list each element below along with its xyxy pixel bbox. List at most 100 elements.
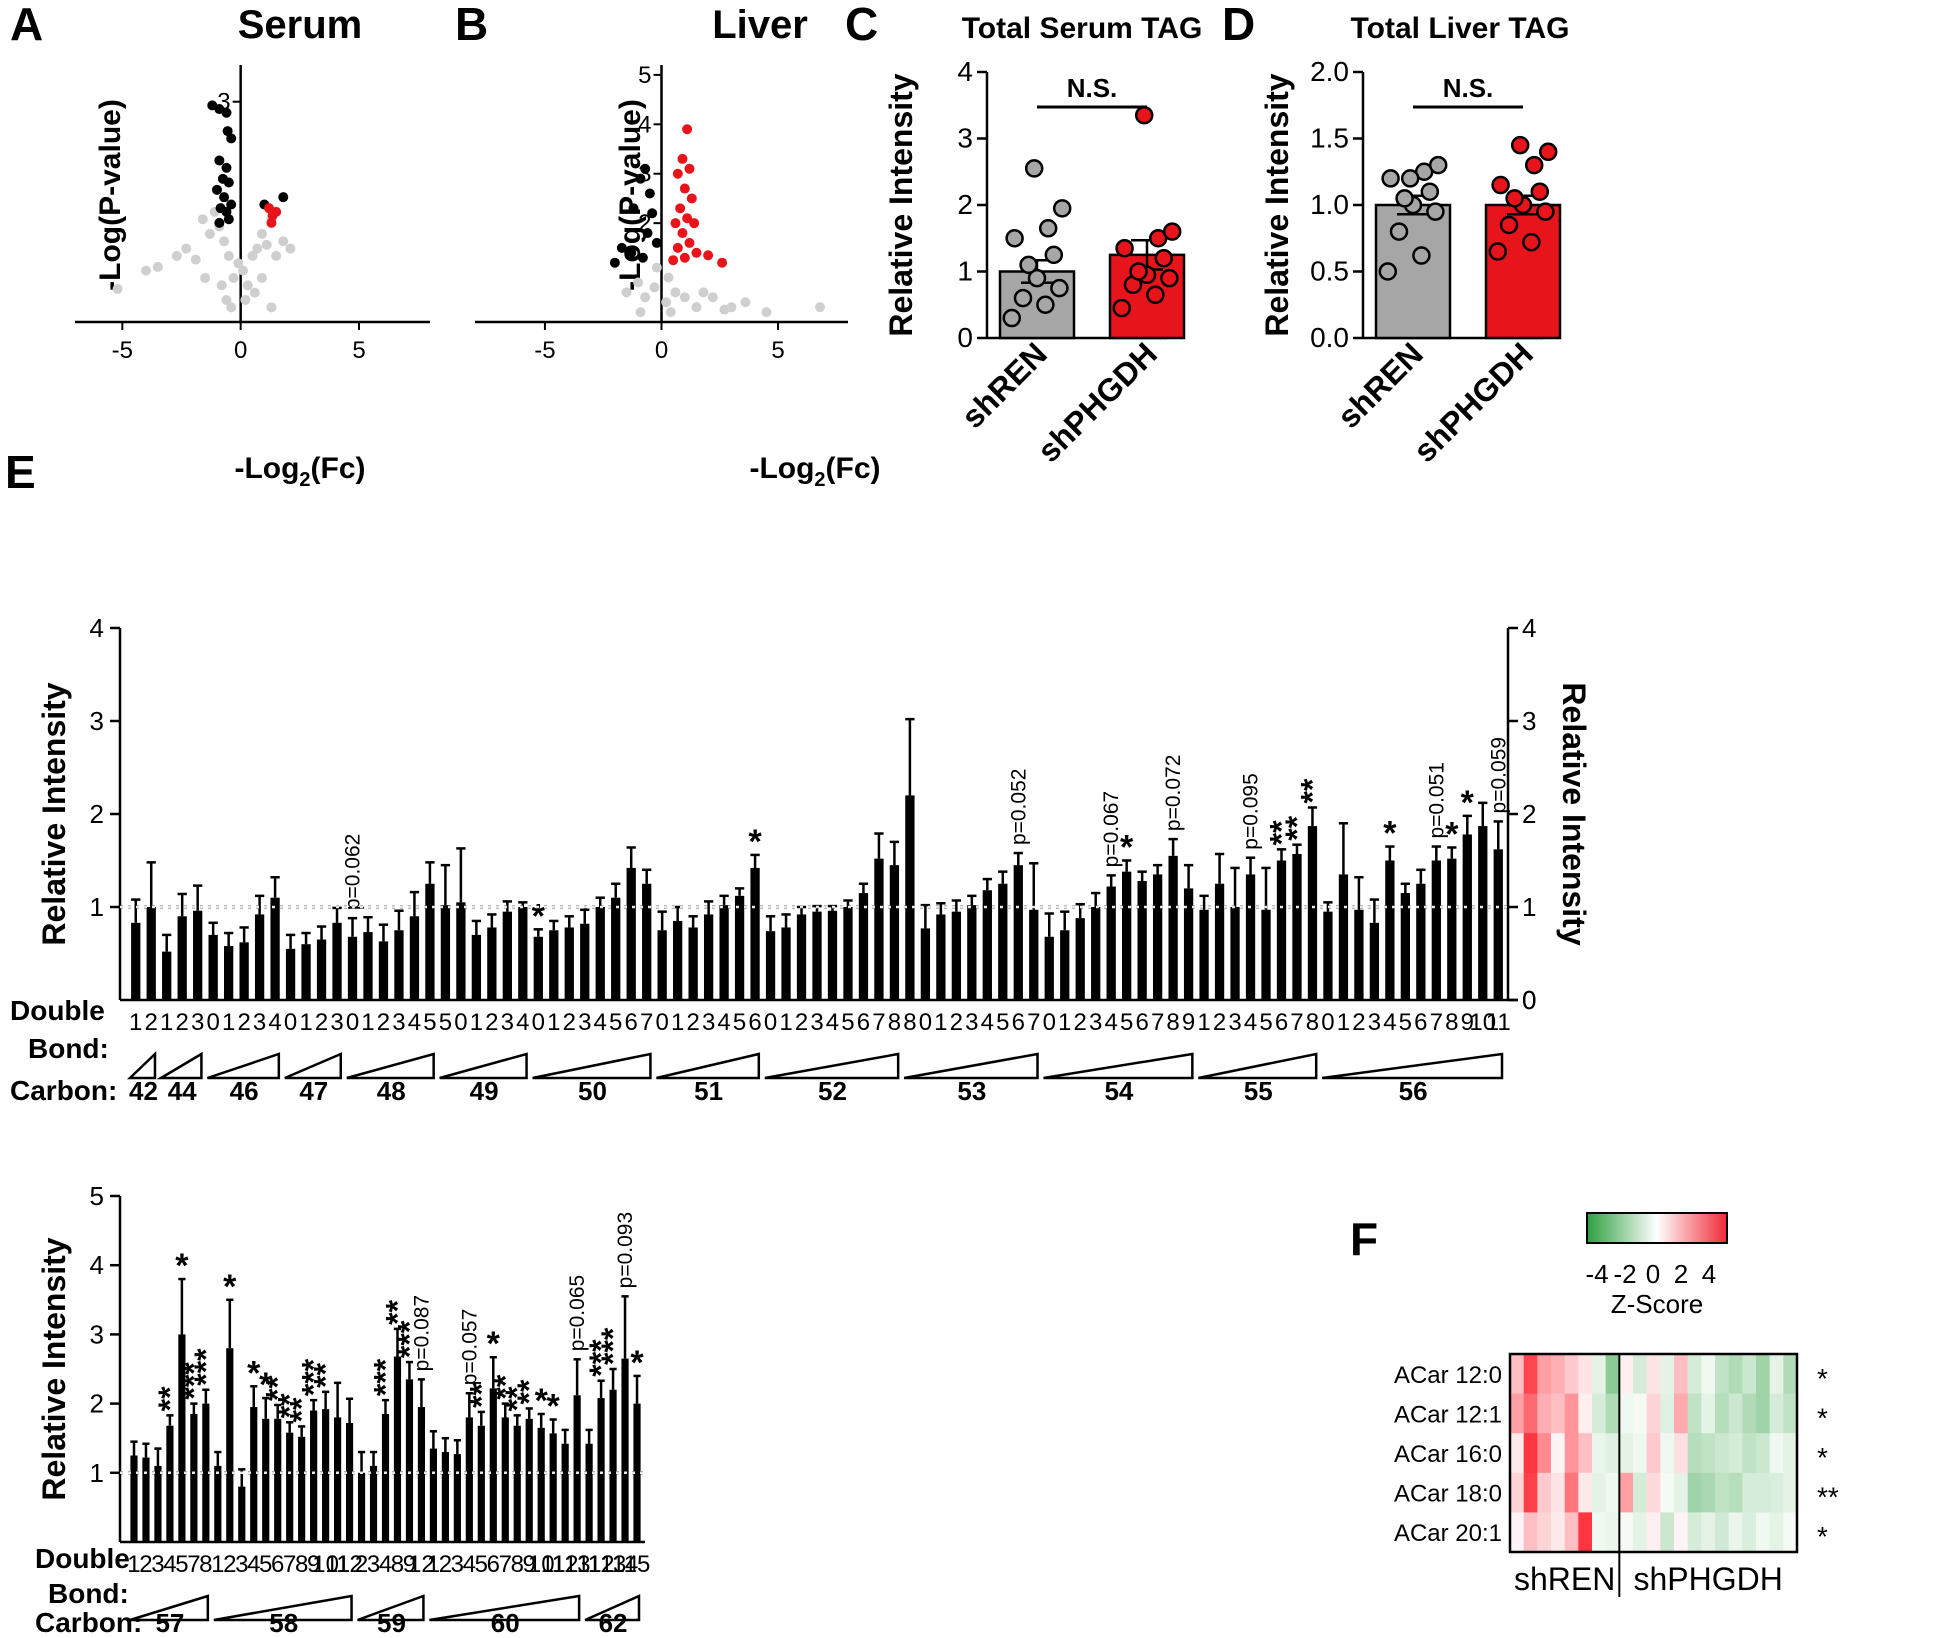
panel-d-point: [1530, 182, 1550, 201]
panel-e-bottom-bar: [465, 1417, 473, 1542]
panel-e-top-right-y-tick-label: 0: [1522, 985, 1536, 1015]
panel-e-bottom-bond-label: 12: [588, 1551, 615, 1578]
panel-d-y-tick-label: 0.0: [1310, 322, 1349, 353]
panel-c-point: [1050, 278, 1069, 298]
panel-e-top-bond-label: 6: [1135, 1009, 1148, 1036]
panel-e-bottom-bond-label: 5: [475, 1551, 488, 1578]
panel-e-top-bond-triangle: [764, 1052, 900, 1080]
panel-c-ns-label: N.S.: [1067, 73, 1118, 103]
panel-e-top-bond-label: 5: [609, 1009, 622, 1036]
heatmap-cell: [1646, 1354, 1661, 1395]
panel-e-top-y-tick-label: 2: [90, 799, 104, 829]
panel-e-top-bar: [1447, 858, 1457, 1000]
panel-e-top-bar: [951, 911, 961, 1000]
volcano-a-x-tick-label: 0: [234, 337, 247, 364]
volcano-b-point: [684, 237, 695, 248]
panel-e-top-pvalue-label: p=0.062: [342, 834, 365, 911]
panel-e-bottom-bond-label: 1: [427, 1551, 440, 1578]
panel-e-top-bond-label: 6: [857, 1009, 870, 1036]
volcano-a-point: [214, 155, 225, 166]
heatmap-cell: [1646, 1472, 1661, 1513]
volcano-b-point: [740, 297, 751, 308]
panel-e-top-bar: [1199, 909, 1209, 1000]
heatmap-legend-tick: -4: [1585, 1259, 1608, 1289]
panel-e-top-bond-label: 5: [1259, 1009, 1272, 1036]
panel-e-top-bar: [1385, 860, 1395, 1000]
volcano-b-point: [677, 228, 688, 239]
heatmap-cell: [1633, 1472, 1648, 1513]
volcano-b-x-tick-label: 0: [655, 337, 668, 364]
panel-e-top-bond-label: 4: [594, 1009, 607, 1036]
panel-e-top-bar: [642, 883, 652, 1000]
heatmap-cell: [1619, 1354, 1634, 1395]
panel-e-top-bar: [1493, 849, 1503, 1000]
heatmap-cell: [1660, 1472, 1675, 1513]
panel-e-top-bond-label: 1: [779, 1009, 792, 1036]
panel-e-top-bond-label: 1: [361, 1009, 374, 1036]
heatmap-cell: [1551, 1354, 1566, 1395]
panel-e-bottom-bar: [585, 1443, 593, 1542]
panel-e-top-bond-label: 6: [1012, 1009, 1025, 1036]
heatmap-row-star: *: [1817, 1402, 1828, 1433]
panel-e-top-bond-label: 7: [640, 1009, 653, 1036]
heatmap-cell: [1701, 1472, 1716, 1513]
panel-e-bottom-star-label: ***: [296, 1358, 332, 1396]
volcano-a-point: [171, 250, 182, 261]
panel-e-top-bar: [1183, 888, 1194, 1000]
volcano-b-point: [679, 183, 690, 194]
panel-e-top-bar: [1354, 909, 1364, 1000]
volcano-a-point: [252, 243, 263, 254]
panel-d-category-label: shPHGDH: [1406, 335, 1540, 469]
heatmap-group-label-shphgdh: shPHGDH: [1633, 1561, 1782, 1597]
volcano-b-point: [637, 252, 648, 263]
panel-e-bottom-bond-label: 5: [175, 1551, 188, 1578]
panel-e-bottom-pvalue-label: p=0.057: [458, 1309, 481, 1386]
panel-e-top-bar: [688, 927, 698, 1000]
panel-e-top-bar: [874, 858, 884, 1000]
panel-e-bottom-y-tick-label: 4: [90, 1250, 104, 1280]
heatmap-cell: [1769, 1512, 1784, 1553]
panel-e-top-carbon-label: 42: [129, 1076, 158, 1106]
panel-d-point: [1381, 169, 1400, 188]
volcano-a-point: [278, 192, 289, 203]
panel-e-bottom-bar: [417, 1407, 426, 1542]
panel-e-top-bond-label: 2: [1352, 1009, 1365, 1036]
panel-e-bottom-star-label: **: [487, 1374, 523, 1399]
e-bottom-carbon-label: Carbon:: [35, 1607, 142, 1638]
panel-e-bottom-bond-label: 3: [451, 1551, 464, 1578]
heatmap-cell: [1701, 1354, 1716, 1395]
panel-e-top-bond-label: 2: [485, 1009, 498, 1036]
heatmap-cell: [1523, 1433, 1538, 1474]
heatmap-cell: [1523, 1393, 1538, 1434]
volcano-b-point: [684, 163, 695, 174]
panel-e-top-bond-label: 2: [563, 1009, 576, 1036]
panel-e-bottom-bar: [238, 1486, 246, 1542]
heatmap-cell: [1619, 1512, 1634, 1553]
volcano-a-point: [197, 214, 208, 225]
panel-e-top-bond-label: 0: [1043, 1009, 1056, 1036]
panel-e-top-bond-label: 8: [888, 1009, 901, 1036]
volcano-a-point: [226, 302, 237, 313]
panel-e-bottom-bar: [633, 1403, 641, 1542]
panel-e-bottom-star-label: *: [247, 1354, 261, 1392]
panel-e-top-bond-label: 1: [470, 1009, 483, 1036]
panel-e-top-bar: [332, 922, 342, 1000]
volcano-a-xlabel: -Log2(Fc): [234, 452, 365, 491]
panel-e-bottom-bond-label: 1: [211, 1551, 224, 1578]
panel-e-top-bond-label: 3: [330, 1009, 343, 1036]
panel-e-bottom-bond-label: 11: [577, 1551, 602, 1578]
volcano-a-point: [226, 133, 237, 144]
panel-e-top-bond-label: 0: [919, 1009, 932, 1036]
panel-e-bottom-star-label: *: [535, 1382, 549, 1420]
panel-e-bottom-star-label: *: [547, 1388, 561, 1426]
volcano-a-point: [247, 250, 258, 261]
heatmap-cell: [1742, 1433, 1757, 1474]
panel-e-top-bar: [611, 897, 621, 1000]
heatmap-row-star: *: [1817, 1521, 1828, 1552]
volcano-b-point: [717, 257, 728, 268]
heatmap-cell: [1646, 1433, 1661, 1474]
heatmap-cell: [1783, 1433, 1798, 1474]
panel-e-top-bond-label: 3: [191, 1009, 204, 1036]
panel-e-bottom-bar: [573, 1395, 581, 1542]
panel-e-top-bond-label: 2: [950, 1009, 963, 1036]
